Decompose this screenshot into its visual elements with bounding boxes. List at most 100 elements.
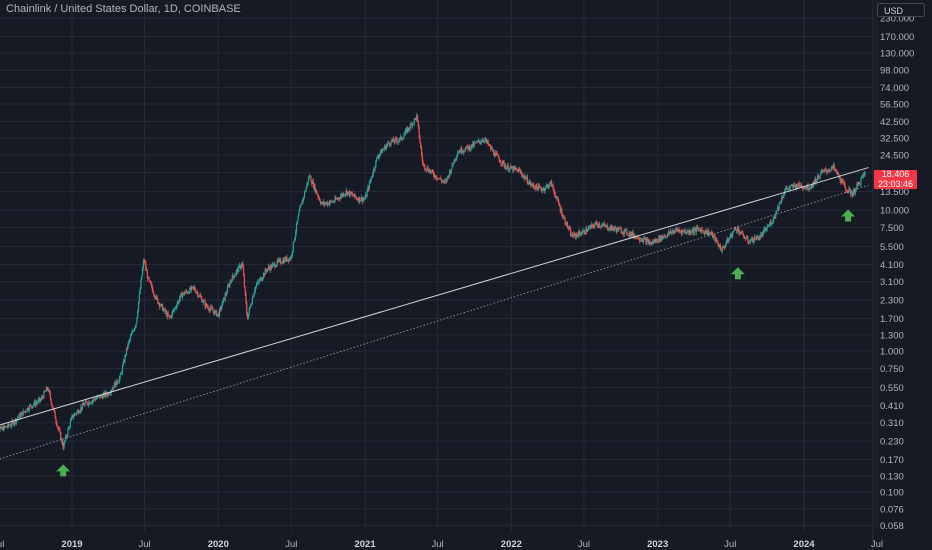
candle-body (170, 315, 172, 318)
candle-body (702, 230, 704, 232)
candle-body (559, 206, 561, 211)
candle-body (481, 140, 484, 142)
candle-body (8, 425, 11, 427)
candle-body (566, 222, 569, 228)
candle-body (418, 127, 420, 137)
candle-body (675, 228, 678, 231)
candle-body (412, 122, 414, 127)
candle-body (207, 307, 209, 310)
candle-body (586, 230, 589, 232)
candle-body (84, 403, 86, 406)
candle-body (667, 233, 669, 237)
candle-body (554, 194, 557, 198)
candle-body (28, 409, 30, 411)
candle-body (157, 302, 160, 304)
candle-body (788, 187, 791, 189)
candle-body (715, 238, 717, 242)
candle-body (783, 194, 785, 196)
candle-body (658, 236, 660, 242)
candle-body (611, 225, 613, 229)
candle-body (792, 185, 794, 188)
trendline-dotted[interactable] (0, 184, 869, 463)
candle-body (115, 380, 117, 387)
candle-body (777, 206, 779, 209)
candle-body (211, 308, 213, 311)
candle-body (339, 196, 342, 199)
candle-body (348, 191, 350, 193)
candle-body (93, 398, 96, 400)
candle-body (256, 282, 258, 285)
price-axis[interactable]: 230.000 170.000 130.000 98.000 74.000 56.500 4… (880, 13, 914, 531)
candle-body (232, 275, 234, 277)
candle-body (113, 382, 116, 389)
candle-body (538, 185, 541, 188)
candle-body (717, 242, 719, 246)
candle-body (202, 300, 205, 303)
candle-body (243, 275, 245, 287)
candle-body (368, 187, 370, 189)
candle-body (618, 227, 621, 229)
candle-body (52, 406, 54, 409)
candle-body (699, 229, 701, 230)
candle-body (149, 280, 151, 282)
candle-body (206, 303, 208, 307)
y-tick-label: 0.076 (880, 504, 904, 515)
candle-body (420, 142, 422, 148)
candle-body (479, 141, 481, 143)
candle-body (68, 427, 71, 428)
candle-body (59, 429, 61, 433)
time-axis[interactable]: Jul 2019 Jul 2020 Jul 2021 Jul 2022 Jul 2023 Jul 20… (0, 539, 883, 550)
candle-body (825, 170, 828, 173)
candle-body (651, 242, 654, 244)
candle-body (643, 238, 646, 240)
candle-body (475, 142, 477, 144)
candle-body (453, 163, 455, 165)
candle-body (697, 228, 699, 230)
candle-body (458, 151, 460, 153)
candle-body (334, 197, 336, 202)
candle-body (857, 183, 859, 185)
y-tick-label: 0.130 (880, 471, 904, 482)
candle-body (292, 241, 294, 252)
candle-body (368, 181, 371, 189)
candle-body (562, 217, 565, 218)
candle-body (337, 197, 339, 199)
candle-body (580, 234, 582, 236)
candle-body (588, 227, 590, 229)
candle-body (306, 183, 308, 188)
candle-body (378, 155, 380, 158)
candle-body (747, 237, 749, 242)
trendline-solid[interactable] (0, 167, 869, 429)
candle-body (145, 268, 148, 272)
candle-body (630, 232, 632, 237)
candle-body (691, 232, 693, 233)
y-tick-label: 130.000 (880, 48, 914, 59)
y-tick-label: 1.300 (880, 330, 904, 341)
candle-body (847, 192, 849, 194)
candle-body (793, 184, 795, 186)
candle-body (406, 128, 408, 133)
candle-body (78, 412, 80, 414)
candle-body (369, 180, 371, 182)
candle-body (411, 123, 413, 127)
candle-body (153, 294, 156, 298)
candle-body (732, 230, 735, 233)
candle-body (420, 147, 423, 155)
trendlines[interactable] (0, 167, 869, 464)
candle-body (81, 406, 83, 409)
candle-body (105, 392, 107, 397)
currency-selector[interactable]: USD (877, 3, 925, 17)
candle-body (444, 180, 446, 182)
candle-body (94, 399, 96, 401)
candle-body (663, 236, 665, 238)
candle-body (245, 293, 247, 304)
candle-body (379, 153, 381, 156)
candle-body (614, 227, 617, 229)
candle-body (836, 169, 838, 174)
candle-body (689, 230, 691, 234)
candle-body (518, 169, 520, 171)
candle-body (738, 229, 740, 234)
candle-body (38, 398, 40, 400)
candle-body (157, 298, 159, 304)
